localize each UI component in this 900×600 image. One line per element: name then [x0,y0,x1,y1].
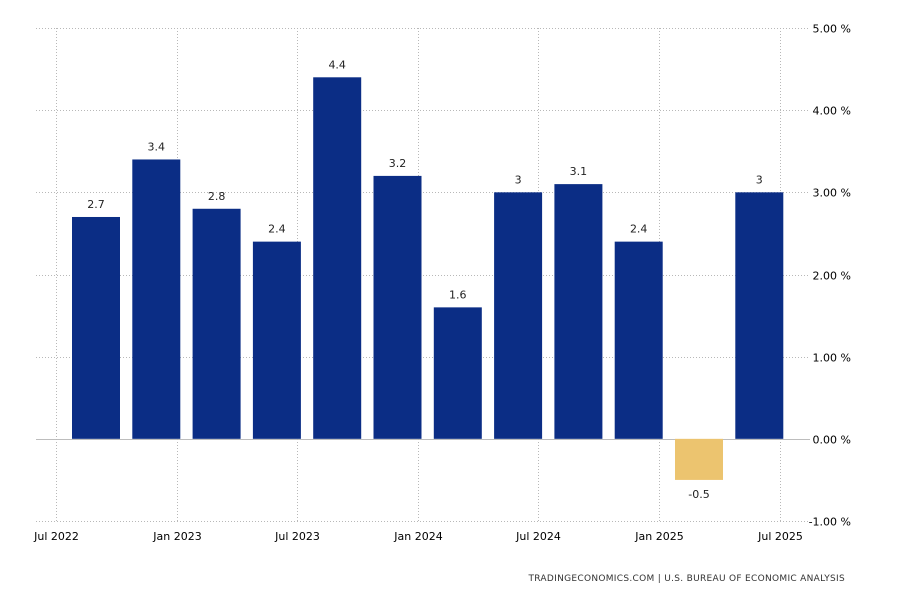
bar [313,77,362,439]
y-tick-label: 1.00 % [813,352,851,365]
data-labels: 2.7 3.4 2.8 2.4 4.4 3.2 1.6 3 3.1 2.4 -0.5 3 [87,58,763,501]
data-label: 3 [515,173,522,186]
bar [192,208,241,439]
x-tick-label: Jul 2023 [274,530,320,543]
y-tick-label: 3.00 % [813,187,851,200]
data-label: 2.4 [268,223,286,236]
bar [614,241,663,439]
data-label: 2.8 [208,190,226,203]
data-label: 2.7 [87,198,105,211]
x-tick-label: Jan 2025 [634,530,683,543]
bar [433,307,482,439]
y-tick-label: 0.00 % [813,434,851,447]
data-label: 3.2 [389,157,407,170]
bar [675,438,723,480]
bar [132,159,181,439]
y-axis: 5.00 % 4.00 % 3.00 % 2.00 % 1.00 % 0.00 % -1.0… [809,23,851,529]
data-label: 4.4 [328,58,346,71]
y-tick-label: 4.00 % [813,105,851,118]
y-tick-label: 5.00 % [813,23,851,36]
x-tick-label: Jan 2023 [152,530,201,543]
x-tick-label: Jul 2024 [515,530,561,543]
bar [373,175,422,439]
data-label: 2.4 [630,223,648,236]
bars [72,77,784,480]
source-attribution: TRADINGECONOMICS.COM | U.S. BUREAU OF EC… [527,574,845,584]
data-label: 3 [756,173,763,186]
bar [494,192,543,439]
data-label: 3.4 [148,140,166,153]
x-tick-label: Jul 2025 [757,530,803,543]
bar [252,241,301,439]
data-label: 1.6 [449,288,467,301]
data-label: -0.5 [688,488,709,501]
bar [72,216,120,439]
y-tick-label: -1.00 % [809,516,851,529]
x-axis: Jul 2022 Jan 2023 Jul 2023 Jan 2024 Jul 2024… [33,530,803,543]
bar [554,184,603,439]
y-tick-label: 2.00 % [813,270,851,283]
x-tick-label: Jan 2024 [393,530,442,543]
data-label: 3.1 [570,165,588,178]
bar [735,192,784,439]
x-tick-label: Jul 2022 [33,530,79,543]
